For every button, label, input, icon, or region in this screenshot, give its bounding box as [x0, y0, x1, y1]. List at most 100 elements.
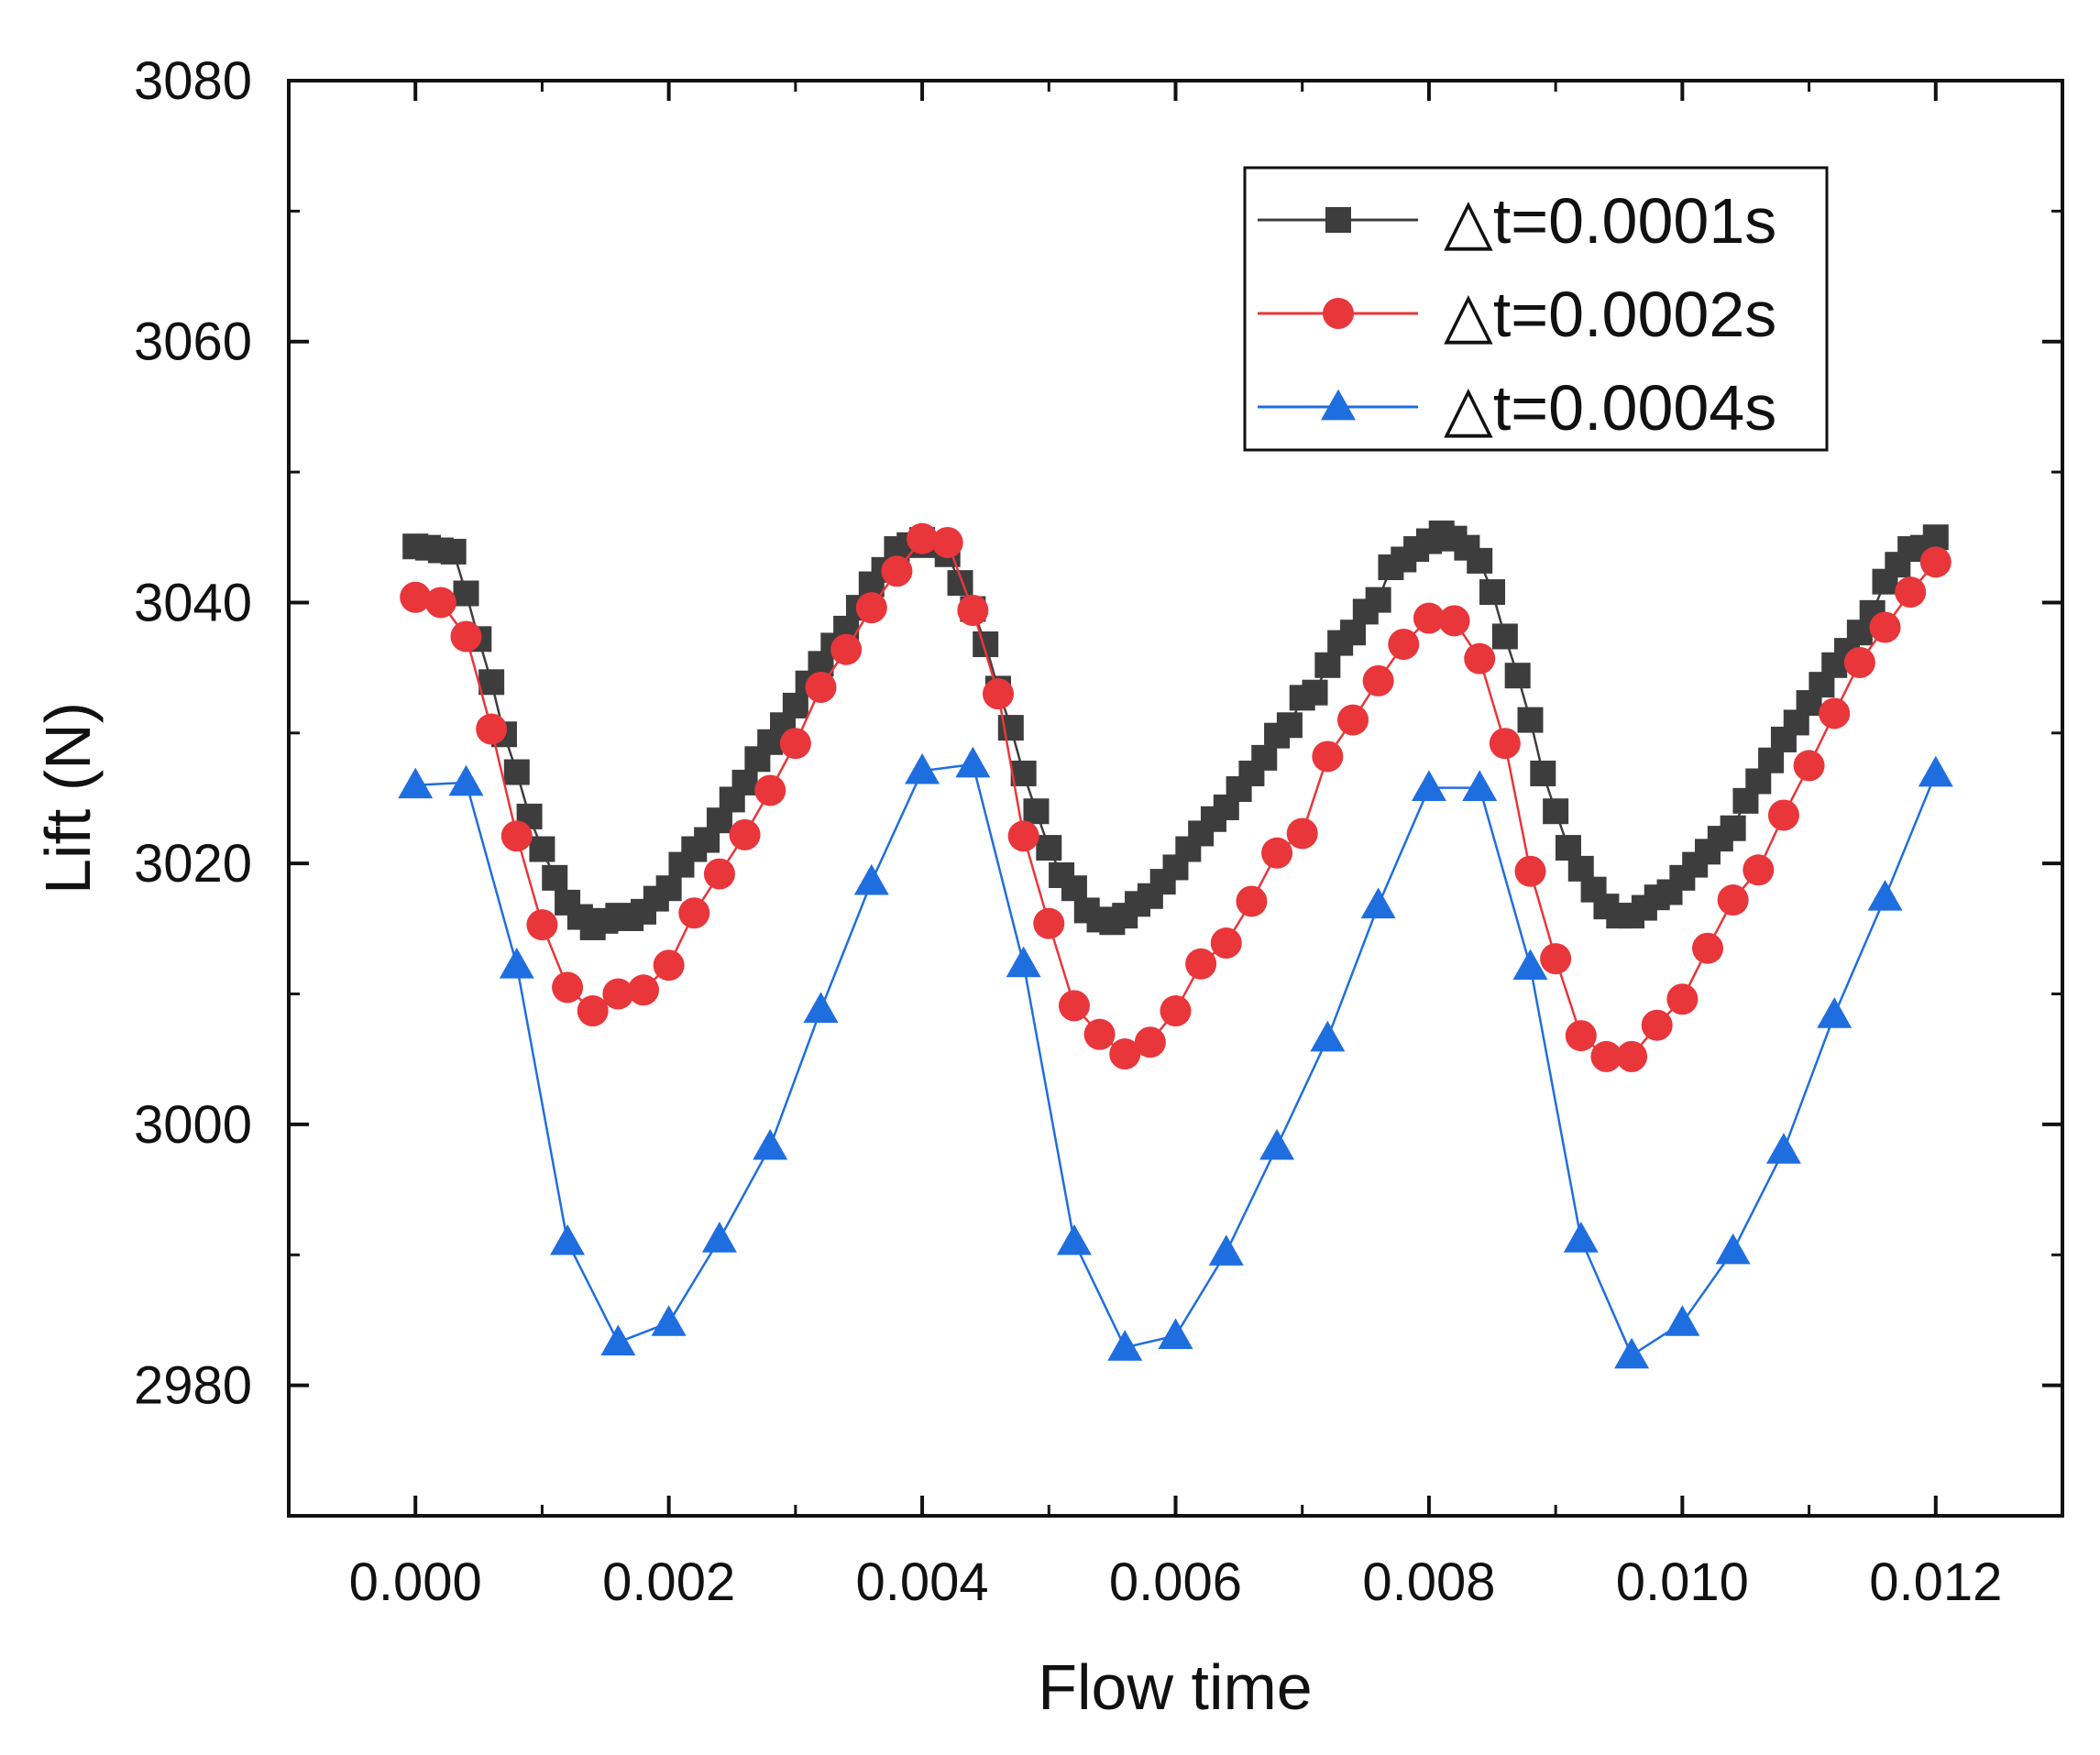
- data-point-square: [1302, 679, 1328, 706]
- data-point-circle: [754, 774, 786, 806]
- data-point-circle: [1666, 983, 1699, 1015]
- data-point-circle: [1641, 1009, 1673, 1041]
- data-point-circle: [1843, 646, 1875, 678]
- data-series: [398, 521, 1953, 1369]
- data-point-circle: [1286, 817, 1318, 850]
- data-point-triangle: [1614, 1337, 1650, 1369]
- data-point-circle: [400, 581, 432, 613]
- y-tick-label: 3040: [134, 573, 252, 632]
- x-tick-label: 0.012: [1869, 1552, 2002, 1612]
- data-point-circle: [1464, 642, 1496, 675]
- data-point-circle: [1565, 1020, 1597, 1052]
- data-point-square: [1530, 760, 1556, 786]
- data-point-triangle: [1715, 1233, 1751, 1265]
- data-point-circle: [957, 594, 989, 626]
- data-point-triangle: [651, 1305, 687, 1336]
- data-point-triangle: [1765, 1133, 1801, 1164]
- data-point-triangle: [1259, 1128, 1295, 1160]
- x-tick-label: 0.006: [1109, 1552, 1242, 1612]
- data-point-circle: [983, 678, 1014, 710]
- data-point-circle: [779, 728, 811, 760]
- x-tick-label: 0.004: [855, 1552, 988, 1612]
- data-point-triangle: [1867, 879, 1903, 911]
- data-point-square: [1036, 835, 1062, 861]
- data-point-circle: [703, 858, 735, 890]
- data-point-triangle: [905, 752, 940, 784]
- data-point-circle: [1438, 605, 1470, 637]
- data-point-circle: [1413, 602, 1445, 634]
- data-point-triangle: [1360, 887, 1396, 919]
- series-triangle: [398, 746, 1953, 1369]
- data-point-circle: [830, 633, 863, 665]
- data-point-circle: [1210, 927, 1242, 960]
- data-point-circle: [602, 978, 634, 1010]
- series-circle: [400, 522, 1952, 1072]
- data-point-circle: [1134, 1026, 1166, 1058]
- data-point-triangle: [1158, 1318, 1193, 1349]
- data-point-circle: [678, 897, 710, 929]
- data-point-circle: [1869, 611, 1901, 643]
- legend-marker-circle: [1323, 298, 1354, 329]
- tick-labels: 0.000 0.002 0.004 0.006 0.008 0.010 0.012 2980 3…: [134, 51, 2002, 1612]
- data-point-circle: [476, 713, 508, 745]
- data-point-circle: [1489, 728, 1521, 760]
- data-point-circle: [526, 909, 558, 941]
- data-point-triangle: [448, 764, 484, 796]
- data-point-circle: [1616, 1040, 1648, 1072]
- data-point-triangle: [1107, 1330, 1143, 1361]
- x-axis-title: Flow time: [1038, 1651, 1312, 1723]
- data-point-circle: [1692, 932, 1723, 964]
- data-point-square: [1061, 875, 1087, 902]
- data-point-square: [1365, 587, 1391, 613]
- data-point-circle: [1540, 943, 1572, 975]
- data-point-circle: [500, 820, 533, 852]
- data-point-triangle: [803, 992, 839, 1024]
- data-point-circle: [1312, 740, 1344, 773]
- data-point-triangle: [1563, 1221, 1599, 1253]
- data-point-square: [542, 864, 568, 891]
- legend-marker-triangle: [1321, 389, 1356, 421]
- data-point-square: [478, 669, 505, 696]
- y-tick-label: 3060: [134, 313, 252, 372]
- data-point-square: [1479, 579, 1506, 606]
- data-point-circle: [653, 949, 685, 982]
- data-point-square: [503, 759, 530, 785]
- data-point-circle: [1185, 948, 1217, 980]
- data-point-triangle: [1512, 949, 1548, 981]
- y-tick-label: 2980: [134, 1356, 252, 1416]
- legend: △t=0.0001s △t=0.0002s △t=0.0004s: [1243, 166, 1829, 452]
- data-point-circle: [1793, 750, 1825, 782]
- data-point-circle: [577, 995, 609, 1027]
- x-tick-label: 0.008: [1362, 1552, 1495, 1612]
- data-point-circle: [450, 620, 482, 653]
- data-point-circle: [1819, 697, 1851, 729]
- data-point-circle: [931, 526, 963, 558]
- data-point-circle: [805, 671, 837, 703]
- data-point-circle: [881, 555, 913, 587]
- data-point-square: [1491, 623, 1518, 650]
- legend-item: △t=0.0002s: [1258, 279, 1776, 350]
- y-tick-label: 3000: [134, 1095, 252, 1155]
- data-point-square: [529, 836, 555, 862]
- y-axis-title: Lift (N): [32, 702, 104, 894]
- data-point-triangle: [853, 863, 889, 895]
- data-point-circle: [1058, 990, 1090, 1022]
- data-point-circle: [1388, 629, 1420, 661]
- data-point-circle: [1743, 854, 1775, 886]
- data-point-circle: [855, 592, 887, 624]
- legend-item: △t=0.0001s: [1258, 185, 1776, 257]
- data-point-square: [1276, 712, 1303, 739]
- legend-marker-square: [1325, 207, 1351, 233]
- data-point-square: [453, 580, 479, 607]
- data-point-triangle: [1310, 1020, 1346, 1052]
- data-point-triangle: [1462, 770, 1498, 802]
- data-point-circle: [1717, 884, 1749, 916]
- data-point-circle: [729, 818, 761, 850]
- data-point-circle: [1033, 907, 1065, 939]
- data-point-square: [1467, 547, 1493, 574]
- legend-item: △t=0.0004s: [1258, 372, 1776, 444]
- data-point-triangle: [955, 746, 991, 778]
- data-point-square: [1517, 707, 1544, 733]
- data-point-triangle: [1006, 946, 1041, 978]
- data-point-square: [1023, 798, 1050, 825]
